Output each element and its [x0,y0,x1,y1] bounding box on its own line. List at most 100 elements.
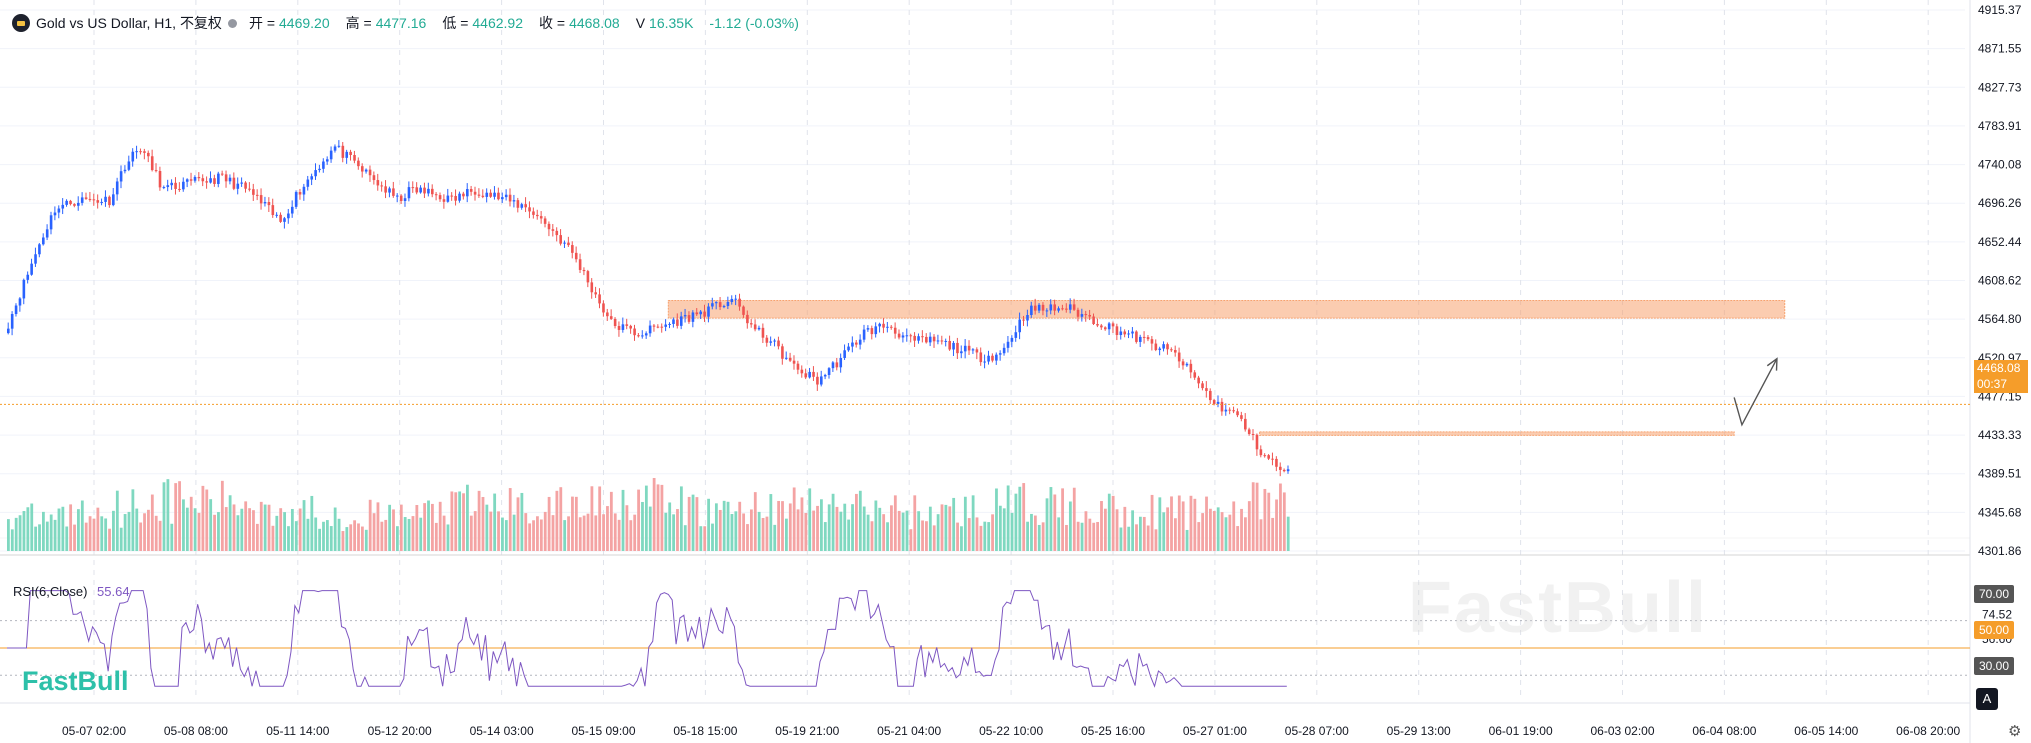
volume-bar [104,518,108,551]
volume-bar [220,480,224,551]
volume-bar [625,505,629,551]
candle-body [501,197,504,200]
candle-body [236,183,240,189]
candle-body [434,194,438,196]
candle-body [913,335,916,341]
candle-body [796,363,800,370]
volume-bar [1197,522,1201,551]
time-tick-label: 05-27 01:00 [1183,724,1247,738]
auto-scale-button[interactable]: A [1976,688,1998,710]
candle-body [388,188,391,193]
volume-bar [1181,501,1185,551]
candle-body [1049,304,1053,311]
time-tick-label: 05-11 14:00 [266,724,329,738]
candle-body [1177,352,1181,362]
candle-body [932,336,936,342]
volume-bar [547,496,551,551]
candle-body [730,298,734,302]
zones [667,299,1786,436]
volume-bar [1275,499,1278,551]
candle-body [1146,337,1150,340]
volume-bar [298,508,302,551]
candle-body [108,196,111,206]
candle-body [839,357,843,368]
candle-body [255,194,259,196]
time-tick-label: 06-08 20:00 [1896,724,1960,738]
rsi-legend[interactable]: RSI(6,Close) 55.64 [13,584,130,599]
volume-bar [594,515,598,551]
volume-bar [287,526,290,551]
settings-gear-icon[interactable]: ⚙ [2008,723,2022,740]
candle-body [10,314,14,329]
volume-bar [1131,510,1135,551]
candle-body [1185,363,1189,366]
volume-bar [53,519,57,551]
candle-body [606,312,609,317]
candle-body [135,151,138,153]
volume-bar [170,523,174,551]
volume-bar [893,495,897,551]
candle-body [1201,383,1204,389]
volume-bar [788,503,792,551]
volume-bar [493,493,497,551]
candle-body [812,371,815,377]
candle-body [341,145,345,158]
volume-bar [761,517,765,551]
volume-bar [1193,498,1197,551]
volume-bar [80,500,84,551]
volume-bar [1201,513,1205,551]
volume-bar [738,501,742,551]
candle-body [279,214,282,222]
time-tick-label: 06-01 19:00 [1489,724,1553,738]
grid [0,0,1971,743]
volume-bar [1142,516,1146,551]
candle-body [73,204,76,206]
volume-bar [582,515,586,551]
volume-bar [567,516,570,551]
price-tick-label: 4915.37 [1978,3,2022,17]
chart-header: Gold vs US Dollar, H1, 不复权 开 = 4469.20 高… [12,13,815,33]
volume-bar [664,512,668,551]
low-label: 低 = [442,15,469,31]
volume-bar [1150,494,1154,551]
volume-bar [1224,517,1228,551]
candle-body [1014,332,1018,338]
candle-body [578,259,582,270]
candle-body [746,314,749,324]
volume-bar [1096,521,1099,551]
volume-bar [512,514,516,551]
time-tick-label: 05-08 08:00 [164,724,228,738]
volume-bar [1026,521,1029,551]
candle-body [524,204,527,208]
volume-bar [139,522,143,551]
candle-body [987,355,990,362]
volume-bar [213,514,216,551]
volume-bar [940,504,944,551]
candle-body [1010,337,1014,342]
candle-body [862,329,866,340]
close-value: 4468.08 [569,15,620,31]
volume-bar [364,529,368,551]
candle-body [1209,390,1212,401]
candle-body [178,188,181,190]
candle-body [890,326,893,328]
volume-bar [248,508,251,551]
candle-body [399,195,403,202]
candle-body [283,218,286,222]
price-tick-label: 4783.91 [1978,119,2022,133]
volume-bar [1018,486,1022,551]
volume-bar [255,523,259,551]
candle-body [1259,449,1263,456]
time-tick-label: 05-29 13:00 [1387,724,1451,738]
symbol-title[interactable]: Gold vs US Dollar, H1, 不复权 [36,15,222,31]
candle-body [376,180,380,186]
candle-body [757,327,761,330]
volume-bar [119,527,123,551]
volume-bar [267,504,271,551]
candle-body [271,205,275,216]
candle-body [559,235,562,244]
candle-body [656,326,660,328]
candle-body [629,325,632,329]
candle-body [213,178,216,184]
